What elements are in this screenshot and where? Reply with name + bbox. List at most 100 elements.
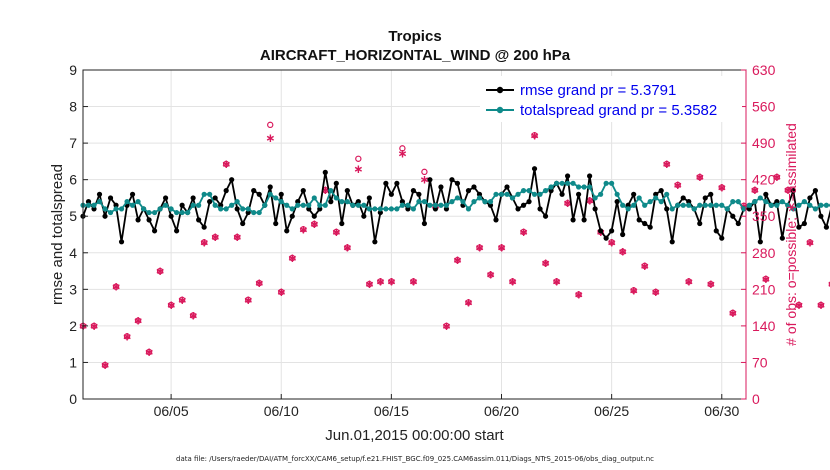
rmse-point	[680, 195, 686, 201]
obs-possible-marker	[619, 248, 626, 255]
rmse-point	[548, 188, 554, 194]
obs-assimilated-marker: ∗	[375, 275, 385, 289]
obs-assimilated-marker: ∗	[519, 225, 529, 239]
totalspread-point	[818, 202, 824, 208]
rmse-point	[355, 199, 361, 205]
data-file-footnote: data file: /Users/raeder/DAI/ATM_forcXX/…	[176, 455, 654, 463]
obs-assimilated-marker: ∗	[386, 275, 396, 289]
rmse-point	[801, 220, 807, 227]
y2-tick-label: 420	[752, 172, 776, 188]
obs-assimilated-marker: ∗	[794, 298, 804, 312]
y-tick-label: 1	[69, 354, 77, 370]
rmse-point	[774, 199, 780, 205]
totalspread-point	[454, 195, 461, 201]
totalspread-point	[636, 195, 642, 201]
rmse-point	[289, 213, 295, 219]
obs-assimilated-marker: ∗	[397, 147, 407, 161]
obs-assimilated-marker: ∗	[89, 319, 99, 333]
totalspread-point	[339, 199, 345, 205]
totalspread-point	[96, 199, 103, 205]
totalspread-point	[790, 206, 796, 212]
obs-assimilated-marker: ∗	[122, 329, 132, 343]
chart-title: Tropics	[388, 28, 442, 45]
totalspread-point	[531, 191, 538, 197]
rmse-point	[465, 188, 472, 194]
obs-assimilated-marker: ∗	[585, 194, 595, 208]
obs-assimilated-marker: ∗	[574, 288, 584, 302]
totalspread-point	[212, 202, 218, 208]
totalspread-point	[113, 206, 119, 212]
obs-possible-marker	[575, 291, 582, 298]
totalspread-point	[300, 202, 306, 208]
obs-assimilated-marker: ∗	[684, 275, 694, 289]
rmse-point	[295, 199, 301, 205]
totalspread-point	[174, 209, 180, 216]
rmse-point	[278, 191, 284, 197]
obs-possible-marker	[531, 132, 538, 139]
rmse-point	[631, 191, 637, 197]
obs-possible-marker	[762, 275, 770, 283]
totalspread-point	[350, 202, 356, 208]
rmse-point	[603, 235, 609, 241]
rmse-point	[735, 220, 741, 227]
rmse-point	[664, 206, 670, 212]
totalspread-point	[344, 199, 350, 205]
totalspread-point	[168, 206, 174, 212]
y-tick-label: 9	[69, 62, 77, 78]
rmse-point	[377, 209, 383, 216]
totalspread-point	[669, 206, 675, 212]
totalspread-point	[107, 209, 114, 216]
obs-possible-marker	[377, 278, 384, 285]
totalspread-point	[631, 202, 637, 208]
obs-possible-marker	[696, 173, 703, 181]
obs-assimilated-marker: ∗	[166, 298, 176, 312]
totalspread-point	[383, 206, 389, 212]
rmse-point	[625, 202, 631, 208]
obs-assimilated-marker: ∗	[254, 276, 264, 290]
totalspread-point	[151, 209, 158, 216]
rmse-point	[636, 217, 642, 223]
obs-possible-marker	[685, 278, 692, 285]
obs-assimilated-marker: ∗	[640, 259, 650, 273]
totalspread-point	[520, 188, 527, 194]
totalspread-point	[311, 195, 317, 201]
totalspread-point	[295, 202, 301, 208]
rmse-point	[322, 169, 328, 175]
obs-assimilated-marker: ∗	[530, 128, 540, 142]
rmse-point	[757, 239, 763, 245]
y2-tick-label: 140	[752, 318, 776, 334]
obs-possible-marker	[233, 233, 241, 241]
totalspread-point	[306, 202, 312, 208]
rmse-point	[179, 202, 185, 208]
totalspread-point	[322, 202, 328, 208]
obs-possible-marker	[652, 288, 659, 296]
obs-assimilated-marker: ∗	[728, 306, 738, 320]
obs-assimilated-marker: ∗	[188, 308, 198, 322]
obs-possible-marker	[729, 309, 736, 317]
totalspread-point	[333, 195, 339, 201]
rmse-point	[493, 217, 499, 223]
rmse-point	[642, 220, 648, 227]
rmse-point	[730, 213, 736, 219]
totalspread-point	[537, 191, 543, 197]
obs-possible-marker	[476, 244, 483, 251]
totalspread-point	[598, 191, 604, 197]
obs-possible-marker	[553, 278, 560, 285]
totalspread-point	[421, 199, 428, 205]
totalspread-point	[741, 206, 747, 212]
obs-assimilated-marker: ∗	[298, 222, 308, 236]
totalspread-point	[355, 202, 361, 208]
rmse-point	[201, 224, 207, 230]
totalspread-point	[372, 206, 378, 212]
totalspread-point	[570, 180, 576, 186]
obs-assimilated-marker: ∗	[474, 241, 484, 255]
y2-tick-label: 210	[752, 281, 776, 297]
totalspread-point	[410, 206, 416, 212]
rmse-point	[284, 228, 290, 234]
obs-assimilated-marker: ∗	[651, 285, 661, 299]
obs-possible-marker	[817, 301, 825, 309]
obs-possible-marker	[410, 278, 417, 285]
rmse-point	[614, 199, 620, 205]
rmse-point	[118, 239, 125, 245]
obs-possible-marker	[300, 226, 307, 233]
